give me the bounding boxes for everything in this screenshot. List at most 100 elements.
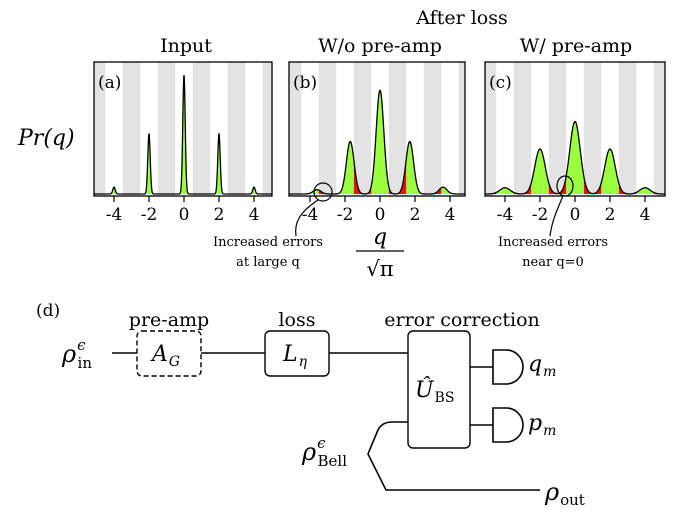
bell-state: ρϵ Bell [301, 434, 347, 470]
x-axis-numerator: q [373, 225, 387, 250]
x-tick-label: -4 [106, 205, 123, 225]
correct-region [336, 141, 354, 194]
panel-c-label: (c) [489, 73, 512, 93]
x-tick-label: -2 [532, 205, 549, 225]
stripe-band [485, 62, 497, 196]
x-tick-label: 4 [249, 205, 260, 225]
x-tick-label: 4 [640, 205, 651, 225]
panel-b-error-circle [313, 182, 333, 202]
stripe-band [423, 62, 442, 196]
x-tick-label: 2 [214, 205, 225, 225]
annotation-c-line2: near q=0 [522, 255, 584, 270]
stripe-band [618, 62, 637, 196]
x-axis-label: q √π [356, 225, 404, 281]
stripe-band [289, 62, 302, 196]
correct-region [636, 187, 654, 194]
preamp-operator: AG [150, 342, 180, 370]
stripe-band [94, 62, 106, 196]
stripe-band [122, 62, 141, 196]
error-region [353, 160, 372, 194]
y-axis-label: Pr(q) [17, 126, 75, 151]
panel-c: -4 -2 0 2 4 (c) [444, 61, 693, 225]
with-preamp-title: W/ pre-amp [520, 35, 632, 57]
x-tick-label: 2 [605, 205, 616, 225]
x-tick-label: 0 [375, 205, 386, 225]
panel-b-frame [288, 61, 466, 197]
stripe-band [548, 62, 567, 196]
loss-box [264, 330, 330, 377]
error-region [583, 176, 602, 194]
loss-label: loss [278, 309, 315, 331]
beam-splitter-operator: ÛBS [415, 376, 454, 406]
loss-operator: Lη [282, 342, 308, 370]
correct-region [496, 187, 514, 194]
correct-region [105, 187, 123, 194]
stripe-band [513, 62, 532, 196]
stripe-band [458, 62, 465, 196]
x-tick-label: 2 [410, 205, 421, 225]
correct-region [245, 187, 263, 194]
error-region [548, 175, 567, 194]
stripe-band [157, 62, 176, 196]
after-loss-title: After loss [415, 7, 507, 29]
correct-region [210, 134, 228, 194]
x-tick-label: 4 [445, 205, 456, 225]
annotation-c-line1: Increased errors [498, 235, 608, 250]
correct-region [566, 121, 584, 194]
panel-b: -4 -2 0 2 4 (b) [288, 61, 466, 225]
correct-region [371, 90, 389, 194]
beam-splitter-box [407, 330, 471, 449]
probability-curve [94, 75, 272, 195]
preamp-box [136, 330, 202, 377]
output-state: ρout [544, 478, 585, 509]
x-tick-label: -2 [141, 205, 158, 225]
stripe-band [689, 62, 693, 196]
stripe-band [192, 62, 211, 196]
panel-a: -4 -2 0 2 4 (a) [93, 61, 273, 225]
qm-label: qm [528, 352, 556, 380]
stripe-band [653, 62, 665, 196]
error-region [618, 183, 637, 194]
probability-curve [485, 120, 665, 195]
stripe-band [388, 62, 407, 196]
preamp-label: pre-amp [129, 309, 209, 331]
correct-region [601, 149, 619, 194]
detector-p-icon [492, 407, 524, 443]
stripe-band [583, 62, 602, 196]
wire-bell [367, 421, 540, 491]
stripe-band [353, 62, 372, 196]
panel-b-label: (b) [293, 73, 317, 93]
x-axis-denominator: √π [366, 257, 393, 281]
correct-region [140, 134, 158, 194]
panel-b-pointer [295, 199, 319, 237]
annotation-b-line1: Increased errors [213, 235, 323, 250]
pm-label: pm [528, 411, 556, 439]
correct-region [531, 149, 549, 194]
annotation-b-line2: at large q [236, 255, 300, 270]
x-tick-label: -4 [302, 205, 319, 225]
error-region [388, 158, 407, 194]
x-tick-label: 0 [179, 205, 190, 225]
input-state: ρϵ in [61, 336, 92, 372]
x-tick-label: 0 [570, 205, 581, 225]
panel-a-frame [93, 61, 273, 197]
stripe-band [227, 62, 246, 196]
error-correction-label: error correction [384, 309, 540, 331]
input-title: Input [160, 35, 212, 57]
circuit-label: (d) [36, 301, 60, 321]
correct-region [175, 75, 193, 194]
stripe-band [262, 62, 272, 196]
correct-region [406, 141, 424, 194]
panel-c-error-circle [556, 175, 574, 197]
error-region [513, 182, 532, 194]
x-tick-label: -4 [497, 205, 514, 225]
detector-q-icon [492, 349, 524, 385]
probability-curve [289, 89, 465, 195]
stripe-band [318, 62, 337, 196]
without-preamp-title: W/o pre-amp [318, 35, 442, 57]
stripe-band [444, 62, 462, 196]
panel-c-pointer [549, 195, 564, 237]
x-tick-label: -2 [337, 205, 354, 225]
circuit-diagram: (d) pre-amp loss error correction ρϵ in A… [36, 301, 585, 509]
